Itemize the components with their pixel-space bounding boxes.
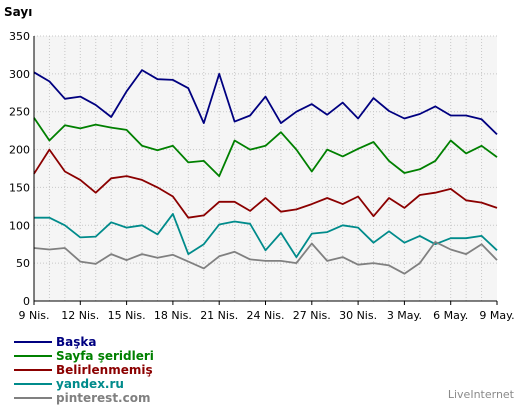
y-tick-label: 350 [9,30,30,43]
y-tick-label: 0 [23,295,30,308]
x-tick-label: 18 Nis. [154,309,192,322]
x-tick-label: 12 Nis. [61,309,99,322]
legend-label: Belirlenmemiş [56,363,153,377]
legend-label: Başka [56,335,96,349]
series-line-2 [33,148,498,219]
series-line-4 [33,240,498,275]
legend-label: pinterest.com [56,391,150,405]
x-tick-label: 9 May. [479,309,514,322]
y-axis-label: Sayı [4,5,32,19]
brand-label: LiveInternet [448,388,515,401]
y-tick-labels: 0 50 100 150 200 250 300 350 [9,30,30,308]
legend-label: yandex.ru [56,377,124,391]
x-tick-label: 30 Nis. [339,309,377,322]
x-tick-label: 6 May. [433,309,468,322]
x-tick-label: 21 Nis. [200,309,238,322]
y-tick-label: 100 [9,219,30,232]
x-tick-label: 3 May. [387,309,422,322]
x-tick-labels: 9 Nis. 12 Nis. 15 Nis. 18 Nis. 21 Nis. 24 Nis… [18,301,515,322]
series-line-1 [33,117,498,178]
x-tick-label: 24 Nis. [246,309,284,322]
legend-label: Sayfa şeridleri [56,349,154,363]
y-tick-label: 150 [9,181,30,194]
series-lines [33,69,498,275]
y-tick-label: 50 [16,257,30,270]
y-tick-label: 200 [9,144,30,157]
x-tick-label: 9 Nis. [18,309,49,322]
x-tick-label: 27 Nis. [293,309,331,322]
x-tick-label: 15 Nis. [108,309,146,322]
y-tick-label: 300 [9,68,30,81]
y-tick-label: 250 [9,106,30,119]
series-line-3 [34,212,498,259]
series-line-0 [33,69,498,136]
